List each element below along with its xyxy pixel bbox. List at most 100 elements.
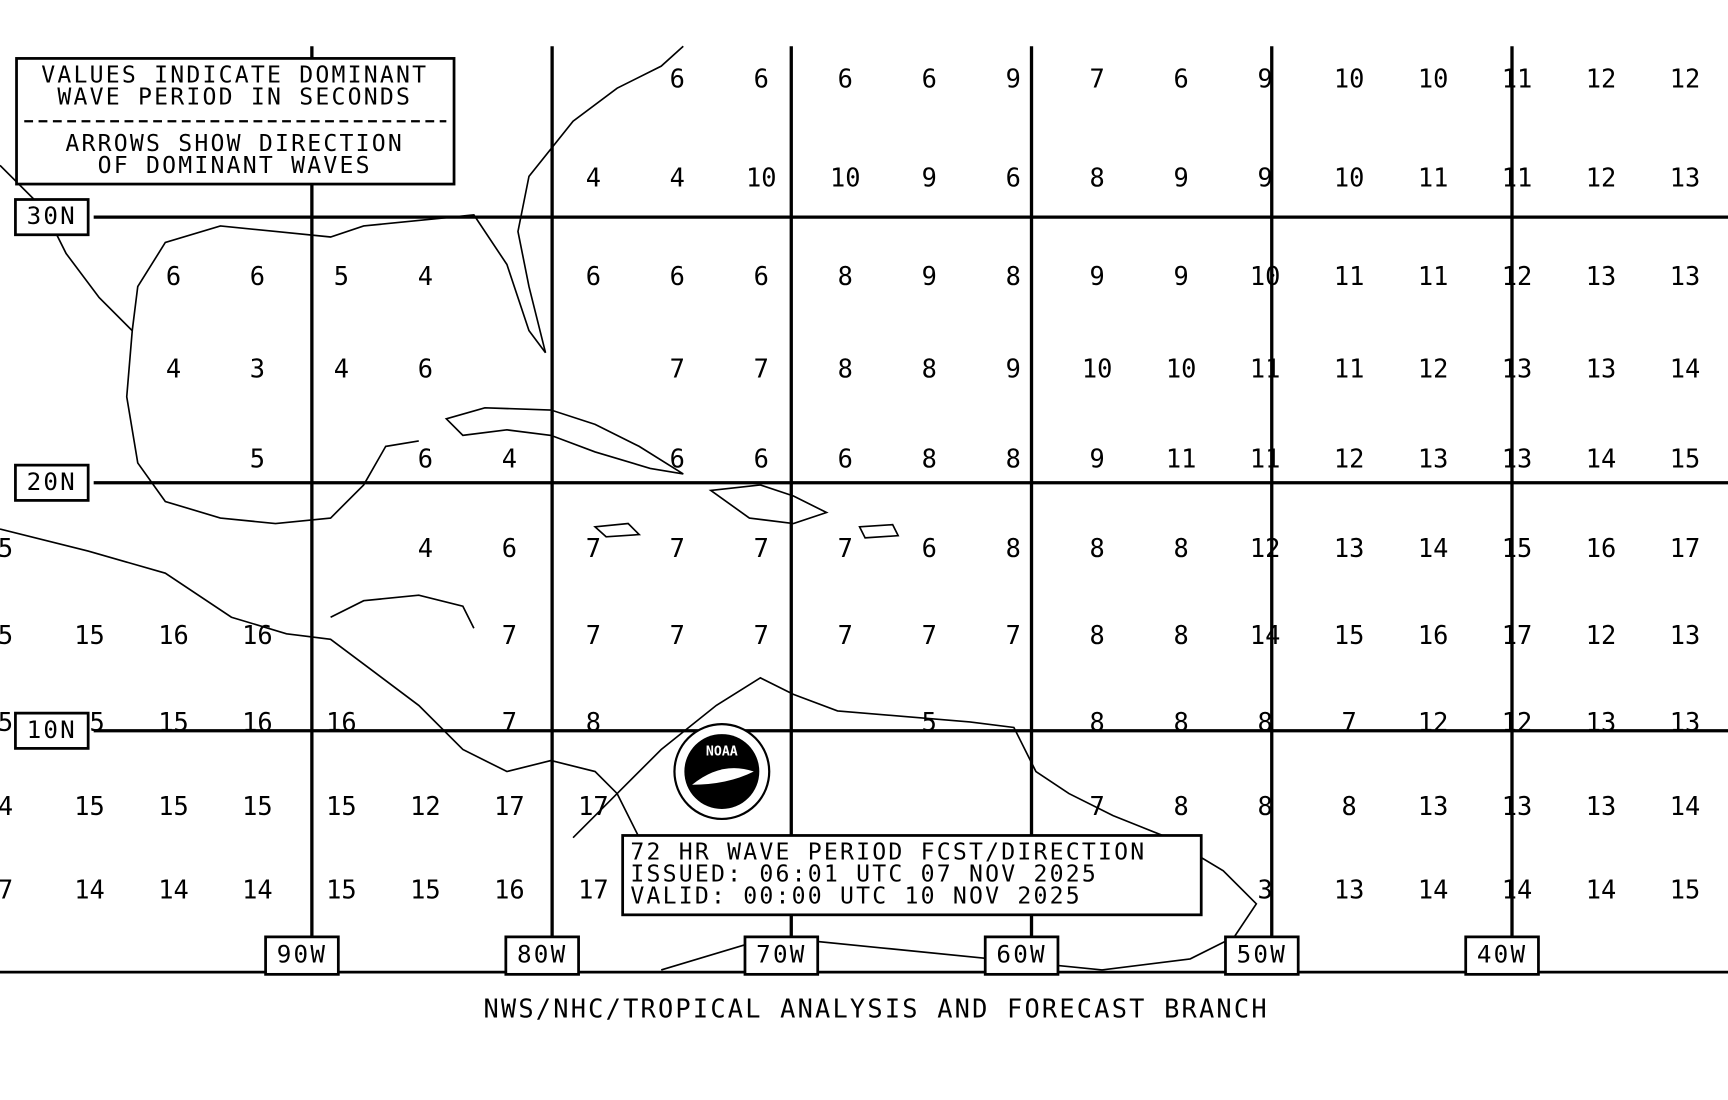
wave-period: 6 [586, 261, 601, 291]
wave-period: 7 [1090, 791, 1105, 821]
wave-period: 8 [838, 353, 853, 383]
wave-period: 4 [334, 353, 349, 383]
wave-period: 6 [754, 63, 769, 93]
wave-period: 10 [830, 163, 860, 193]
forecast-line: 72 HR WAVE PERIOD FCST/DIRECTION [630, 840, 1146, 866]
wave-period: 16 [1586, 533, 1616, 563]
wave-period: 7 [502, 620, 517, 650]
wave-period: 13 [1502, 791, 1532, 821]
wave-period: 16 [242, 707, 272, 737]
wave-period: 13 [1586, 791, 1616, 821]
wave-period: 6 [418, 353, 433, 383]
wave-period: 9 [1258, 163, 1273, 193]
wave-period: 8 [1006, 261, 1021, 291]
wave-period: 12 [1418, 353, 1448, 383]
wave-period: 8 [586, 707, 601, 737]
longitude-labels: 90W 80W 70W 60W 50W 40W [264, 935, 1540, 976]
wave-period: 14 [1670, 353, 1700, 383]
wave-period: 15 [158, 791, 188, 821]
wave-period: 8 [1174, 533, 1189, 563]
wave-period: 15 [74, 620, 104, 650]
wave-period: 4 [670, 163, 685, 193]
wave-period: 10 [1166, 353, 1196, 383]
coast [125, 330, 419, 525]
wave-period: 14 [1586, 444, 1616, 474]
wave-period: 17 [1670, 533, 1700, 563]
wave-period: 11 [1418, 163, 1448, 193]
lat-label: 20N [27, 467, 77, 496]
puerto-rico [858, 523, 900, 539]
south-america [572, 676, 1258, 971]
jamaica [593, 522, 642, 538]
wave-period: 13 [1502, 353, 1532, 383]
wave-period: 14 [1502, 875, 1532, 905]
lat-label-box [14, 711, 90, 750]
wave-period: 15 [158, 707, 188, 737]
wave-period: 6 [754, 261, 769, 291]
wave-period: 8 [1341, 791, 1356, 821]
wave-period: 8 [922, 444, 937, 474]
legend-line: VALUES INDICATE DOMINANT [41, 63, 428, 89]
forecast-line: VALID: 00:00 UTC 10 NOV 2025 [630, 884, 1082, 910]
wave-period: 12 [1586, 163, 1616, 193]
wave-period: 8 [1090, 163, 1105, 193]
lon-label-box [1224, 935, 1300, 976]
lat-label-box [14, 198, 90, 237]
wave-period: 10 [1250, 261, 1280, 291]
forecast-line: ISSUED: 06:01 UTC 07 NOV 2025 [630, 862, 1098, 888]
wave-period: 7 [0, 875, 13, 905]
wave-period: 7 [502, 707, 517, 737]
wave-period: 7 [670, 620, 685, 650]
wave-period: 8 [1174, 620, 1189, 650]
wave-period: 4 [418, 533, 433, 563]
wave-period: 13 [1418, 791, 1448, 821]
wave-period: 8 [1258, 707, 1273, 737]
forecast-frame [621, 834, 1203, 917]
wave-period: 4 [418, 261, 433, 291]
wave-period: 4 [586, 163, 601, 193]
wave-period: 6 [922, 533, 937, 563]
wave-period: 9 [1090, 261, 1105, 291]
wave-period: 3 [250, 353, 265, 383]
wave-period: 8 [1090, 533, 1105, 563]
lon-label: 70W [756, 940, 806, 969]
wave-period: 10 [746, 163, 776, 193]
wave-period: 11 [1166, 444, 1196, 474]
wave-period: 9 [1090, 444, 1105, 474]
wave-period: 11 [1334, 261, 1364, 291]
graticule [0, 46, 1728, 974]
wave-period: 16 [242, 620, 272, 650]
lon-label: 90W [277, 940, 327, 969]
wave-period: 15 [410, 875, 440, 905]
lon-label-box [983, 935, 1060, 976]
lon-label-box [264, 935, 340, 976]
wave-period: 8 [1006, 444, 1021, 474]
wave-period: 7 [586, 620, 601, 650]
wave-period: 7 [838, 533, 853, 563]
wave-period: 14 [158, 875, 188, 905]
wave-period: 5 [250, 444, 265, 474]
wave-period: 16 [1418, 620, 1448, 650]
wave-period: 13 [1586, 261, 1616, 291]
wave-period: 14 [1418, 875, 1448, 905]
wave-period: 10 [1418, 63, 1448, 93]
lon-label: 80W [517, 940, 567, 969]
wave-period: 6 [250, 261, 265, 291]
wave-period: 9 [922, 261, 937, 291]
legend-line: ARROWS SHOW DIRECTION [65, 131, 404, 157]
wave-period: 7 [670, 533, 685, 563]
wave-period: 14 [1670, 791, 1700, 821]
wave-period: 13 [1418, 444, 1448, 474]
lon-label-box [1464, 935, 1540, 976]
wave-period: 10 [1334, 163, 1364, 193]
wave-period: 8 [838, 261, 853, 291]
wave-period: 8 [1258, 791, 1273, 821]
lat-label: 30N [27, 201, 77, 230]
wave-period: 8 [1090, 620, 1105, 650]
wave-period: 7 [1006, 620, 1021, 650]
footer: NWS/NHC/TROPICAL ANALYSIS AND FORECAST B… [483, 994, 1268, 1024]
wave-period-grid: 6 6 6 6 9 7 6 9 10 10 11 12 12 4 4 10 10 9 6 8 9 9 10 11 11 12 13 6… [0, 63, 1700, 904]
lon-label: 60W [996, 940, 1046, 969]
wave-period: 15 [74, 791, 104, 821]
